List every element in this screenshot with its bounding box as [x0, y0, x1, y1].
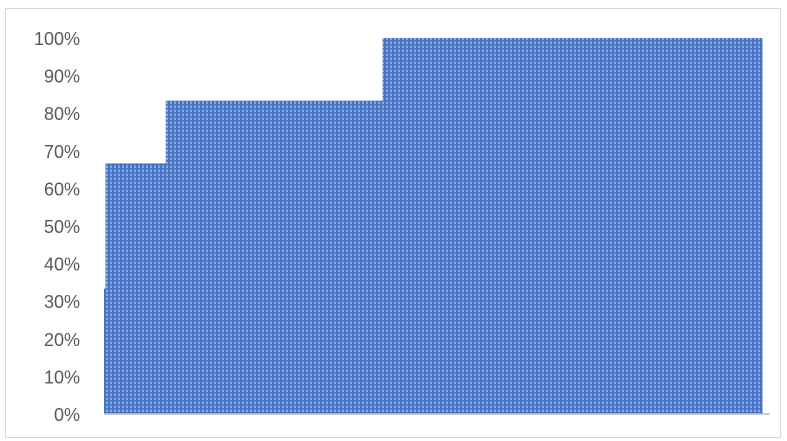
area-step-segment	[382, 38, 438, 414]
y-tick-label: 10%	[44, 367, 80, 387]
area-step-segment	[247, 100, 275, 414]
area-step-segment	[490, 38, 546, 414]
y-axis-tick-labels: 0% 10% 20% 30% 40% 50% 60% 70% 80% 90% 100%	[34, 29, 80, 425]
y-tick-label: 20%	[44, 330, 80, 350]
area-step-segment	[707, 38, 763, 414]
area-step-segment	[120, 163, 137, 414]
area-step-segment	[653, 38, 709, 414]
area-step-segment	[599, 38, 655, 414]
area-step-segment	[150, 163, 167, 414]
area-step-segment	[436, 38, 492, 414]
y-tick-label: 60%	[44, 179, 80, 199]
area-step-segment	[328, 100, 357, 414]
area-step-segment	[104, 288, 107, 414]
plot-area	[104, 38, 763, 414]
y-tick-label: 50%	[44, 217, 80, 237]
y-tick-label: 90%	[44, 67, 80, 87]
area-step-segment	[301, 100, 329, 414]
y-tick-label: 80%	[44, 104, 80, 124]
area-step-segment	[192, 100, 221, 414]
y-tick-label: 70%	[44, 142, 80, 162]
area-step-segment	[274, 100, 302, 414]
y-tick-label: 40%	[44, 255, 80, 275]
y-tick-label: 0%	[54, 405, 80, 425]
area-step-segment	[219, 100, 248, 414]
area-step-segment	[105, 163, 122, 414]
area-step-segment	[355, 100, 384, 414]
area-step-segment	[545, 38, 600, 414]
area-step-segment	[165, 100, 194, 414]
y-tick-label: 30%	[44, 292, 80, 312]
area-step-segment	[135, 163, 152, 414]
y-tick-label: 100%	[34, 29, 80, 49]
